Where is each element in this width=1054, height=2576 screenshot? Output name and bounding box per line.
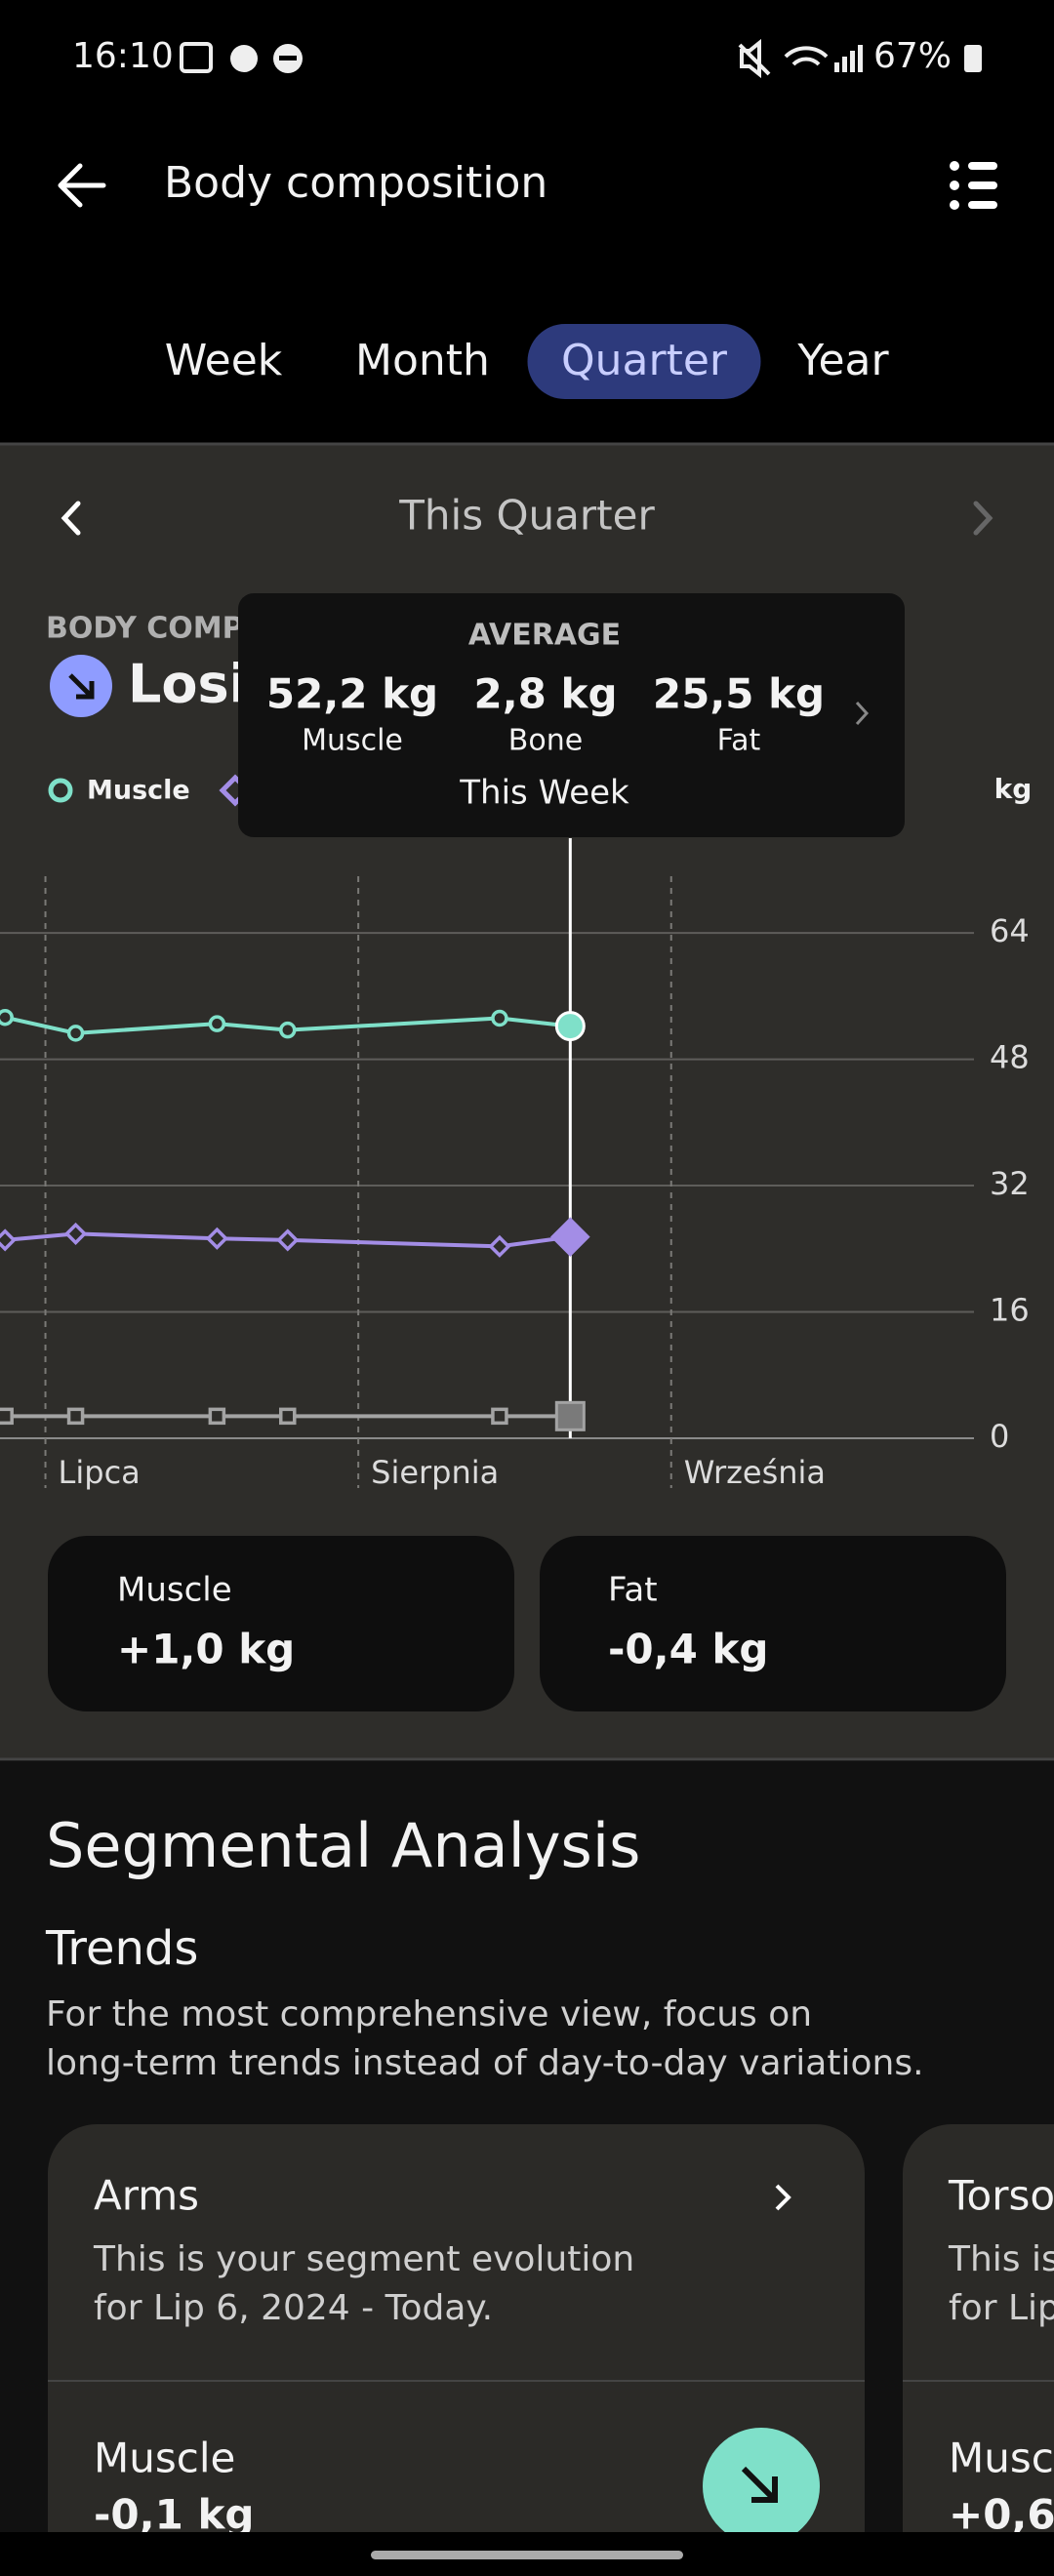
segment-card[interactable]: Torso This is your segment evolution for… bbox=[903, 2124, 1054, 2576]
data-point bbox=[276, 1228, 300, 1252]
menu-button[interactable] bbox=[950, 161, 997, 210]
section-title: Segmental Analysis bbox=[46, 1810, 640, 1881]
section-subtitle: Trends bbox=[45, 1921, 198, 1976]
back-button[interactable] bbox=[58, 163, 106, 208]
tooltip-box bbox=[238, 593, 905, 837]
series-line bbox=[4, 1231, 571, 1249]
legend-marker bbox=[48, 778, 73, 803]
tooltip-value: 52,2 kg bbox=[266, 670, 438, 718]
segment-change: -0,1 kg bbox=[94, 2491, 254, 2539]
data-point bbox=[205, 1227, 228, 1250]
card-value: +1,0 kg bbox=[117, 1626, 295, 1673]
data-point bbox=[66, 1025, 85, 1042]
trend-arrow bbox=[68, 673, 95, 700]
data-point bbox=[554, 1400, 586, 1431]
tooltip-value: 25,5 kg bbox=[653, 670, 825, 718]
data-point bbox=[66, 1407, 85, 1426]
y-tick-label: 0 bbox=[990, 1418, 1009, 1455]
legend-item: Muscle bbox=[48, 776, 190, 806]
tab[interactable]: Year bbox=[796, 336, 889, 385]
card-value: -0,4 kg bbox=[608, 1626, 768, 1673]
y-axis-label: kg bbox=[994, 773, 1033, 805]
y-tick-label: 32 bbox=[990, 1165, 1030, 1202]
next-period[interactable] bbox=[973, 501, 993, 536]
segment-card[interactable]: Arms This is your segment evolution for … bbox=[48, 2124, 865, 2576]
segment-cards: Arms This is your segment evolution for … bbox=[48, 2124, 1054, 2576]
section-description: long-term trends instead of day-to-day v… bbox=[46, 2043, 924, 2083]
section-description: For the most comprehensive view, focus o… bbox=[46, 1994, 812, 2034]
segment-change: +0,6 kg bbox=[949, 2491, 1054, 2539]
tooltip-item-label: Fat bbox=[717, 724, 761, 758]
data-point bbox=[554, 1011, 586, 1042]
segment-chevron bbox=[775, 2184, 791, 2211]
tooltip-value: 2,8 kg bbox=[473, 670, 617, 718]
data-point bbox=[0, 1008, 14, 1026]
y-tick-label: 16 bbox=[990, 1292, 1030, 1329]
tooltip-period: This Week bbox=[459, 774, 629, 813]
data-point bbox=[491, 1407, 508, 1426]
summary-label: BODY COMP bbox=[46, 612, 244, 646]
data-point bbox=[63, 1222, 88, 1245]
data-point bbox=[208, 1407, 226, 1426]
segment-metric: Muscle bbox=[94, 2435, 235, 2482]
tabs: Week Month Quarter Year bbox=[165, 324, 889, 399]
x-tick-label: Września bbox=[684, 1454, 826, 1491]
data-point bbox=[549, 1217, 590, 1257]
tooltip-chevron bbox=[855, 701, 870, 726]
period-label: This Quarter bbox=[398, 492, 655, 540]
tab[interactable]: Week bbox=[165, 336, 283, 385]
segment-description: for Lip 6, 2024 - Today. bbox=[949, 2288, 1054, 2328]
status-time: 16:10 bbox=[72, 36, 174, 76]
tab-selected bbox=[527, 324, 761, 399]
card-label: Fat bbox=[608, 1571, 658, 1610]
segment-name: Torso bbox=[948, 2172, 1054, 2220]
status-battery: 67% bbox=[873, 36, 952, 76]
segment-metric: Muscle bbox=[949, 2435, 1054, 2482]
tooltip: AVERAGE 52,2 kg Muscle 2,8 kg Bone 25,5 … bbox=[238, 593, 905, 837]
home-handle[interactable] bbox=[371, 2551, 683, 2559]
plot bbox=[0, 1008, 590, 1431]
tab[interactable]: Quarter bbox=[561, 336, 728, 385]
data-point bbox=[278, 1407, 297, 1426]
segment-description: This is your segment evolution bbox=[93, 2239, 634, 2279]
legend-label: Muscle bbox=[87, 776, 190, 806]
data-point bbox=[0, 1228, 17, 1252]
data-point bbox=[0, 1407, 14, 1426]
segment-trend-icon bbox=[703, 2428, 820, 2532]
tab[interactable]: Month bbox=[355, 336, 490, 385]
status-icons bbox=[180, 38, 982, 79]
segment-description: for Lip 6, 2024 - Today. bbox=[94, 2288, 493, 2328]
tooltip-title: AVERAGE bbox=[468, 619, 621, 653]
y-tick-label: 48 bbox=[990, 1039, 1030, 1076]
x-tick-label: Lipca bbox=[59, 1454, 141, 1491]
summary-status: Losi bbox=[128, 654, 247, 715]
tooltip-item-label: Muscle bbox=[302, 724, 403, 758]
data-point bbox=[491, 1009, 508, 1027]
change-card bbox=[48, 1536, 514, 1711]
data-point bbox=[208, 1015, 226, 1032]
card-label: Muscle bbox=[117, 1571, 232, 1610]
tooltip-item-label: Bone bbox=[508, 724, 583, 758]
header-title: Body composition bbox=[164, 158, 547, 208]
segment-name: Arms bbox=[94, 2172, 199, 2220]
y-tick-label: 64 bbox=[990, 912, 1030, 949]
x-tick-label: Sierpnia bbox=[371, 1454, 499, 1491]
series-line bbox=[4, 1015, 571, 1035]
segment-description: This is your segment evolution bbox=[948, 2239, 1054, 2279]
data-point bbox=[278, 1021, 297, 1039]
data-point bbox=[488, 1234, 511, 1258]
prev-period[interactable] bbox=[61, 501, 81, 536]
change-card bbox=[540, 1536, 1006, 1711]
